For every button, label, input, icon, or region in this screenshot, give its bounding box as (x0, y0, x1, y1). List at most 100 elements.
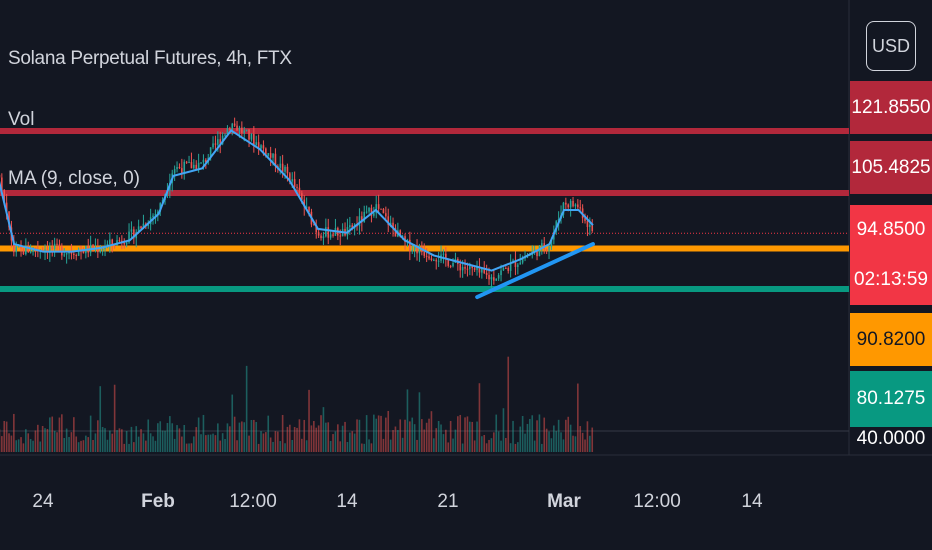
volume-bar (387, 410, 390, 452)
candle-body (27, 246, 30, 253)
volume-bar (116, 430, 118, 452)
price-label-121: 121.8550 (850, 81, 932, 134)
volume-bar (365, 415, 368, 452)
volume-bar (543, 417, 546, 452)
candle-body (250, 134, 253, 140)
volume-bar (142, 433, 145, 452)
volume-bar (87, 437, 90, 452)
volume-bar (241, 421, 243, 452)
candle-body (243, 130, 246, 133)
volume-bar (313, 420, 315, 452)
candle-body (1, 177, 3, 191)
candle-body (197, 162, 200, 170)
candle-body (238, 127, 241, 131)
volume-bar (281, 414, 284, 452)
volume-bar (68, 437, 70, 452)
candle-body (70, 252, 73, 254)
volume-bar (15, 440, 18, 452)
volume-bar (243, 422, 246, 452)
ma-legend[interactable]: MA (9, close, 0) (8, 168, 140, 189)
currency-button[interactable]: USD (866, 21, 916, 71)
candle-body (262, 145, 265, 149)
volume-bar (49, 417, 51, 452)
candle-body (358, 216, 361, 227)
candle-body (176, 166, 178, 170)
volume-bar (178, 428, 181, 452)
candle-body (584, 218, 586, 221)
candle-body (351, 225, 354, 229)
volume-bar (565, 419, 567, 452)
candle-body (483, 268, 486, 273)
volume-bar (485, 443, 488, 452)
candle-body (322, 236, 325, 239)
volume-bar (514, 443, 517, 452)
volume-bar (277, 431, 279, 452)
volume-bar (291, 439, 294, 452)
volume-bar (8, 433, 10, 452)
volume-bar (368, 439, 370, 452)
candle-body (157, 211, 159, 214)
volume-bar (488, 439, 490, 452)
ma-line (0, 129, 594, 272)
candle-body (550, 239, 553, 247)
volume-bar (1, 436, 3, 452)
candle-body (245, 129, 248, 131)
volume-bar (329, 440, 332, 452)
candle-body (447, 259, 450, 266)
candle-body (97, 247, 99, 253)
candle-body (269, 153, 272, 158)
candle-body (565, 202, 567, 205)
volume-bar (476, 421, 478, 452)
volume-bar (89, 415, 92, 452)
volume-bar (505, 437, 507, 452)
volume-bar (454, 429, 457, 452)
volume-bar (130, 426, 133, 452)
volume-bar (399, 419, 402, 452)
volume-bar (113, 384, 116, 452)
volume-bar (349, 432, 351, 452)
volume-bar (572, 435, 574, 452)
volume-bar (413, 424, 416, 452)
candle-body (248, 129, 250, 140)
volume-bar (418, 392, 421, 452)
candle-body (382, 208, 385, 214)
volume-bar (3, 421, 6, 452)
candle-body (289, 173, 291, 182)
candle-body (147, 224, 150, 226)
volume-bar (205, 435, 207, 452)
volume-bar (358, 419, 361, 452)
volume-bar (125, 431, 128, 452)
candle-body (380, 208, 382, 210)
volume-bar (123, 443, 126, 452)
candle-body (416, 246, 418, 254)
candle-body (385, 213, 387, 217)
volume-legend[interactable]: Vol (8, 109, 35, 130)
volume-bar (173, 438, 176, 452)
candle-body (389, 222, 392, 226)
volume-bar (579, 426, 582, 452)
candle-body (449, 265, 452, 267)
candle-body (469, 266, 471, 270)
volume-bar (137, 436, 140, 452)
bar-countdown-label: 02:13:59 (850, 255, 932, 305)
volume-bars (0, 356, 594, 452)
candle-body (500, 270, 502, 276)
volume-bar (341, 425, 344, 452)
volume-bar (65, 428, 68, 452)
candle-body (562, 202, 565, 215)
candle-body (476, 266, 478, 270)
candle-body (579, 207, 582, 209)
candle-body (224, 134, 226, 136)
volume-bar (22, 443, 25, 452)
volume-bar (550, 438, 553, 452)
volume-bar (375, 418, 378, 452)
volume-bar (401, 437, 404, 452)
candle-body (296, 186, 298, 188)
volume-bar (397, 430, 399, 452)
candle-body (377, 204, 380, 209)
volume-bar (37, 424, 39, 452)
candle-body (51, 246, 54, 250)
volume-bar (325, 422, 327, 452)
volume-bar (507, 356, 510, 452)
